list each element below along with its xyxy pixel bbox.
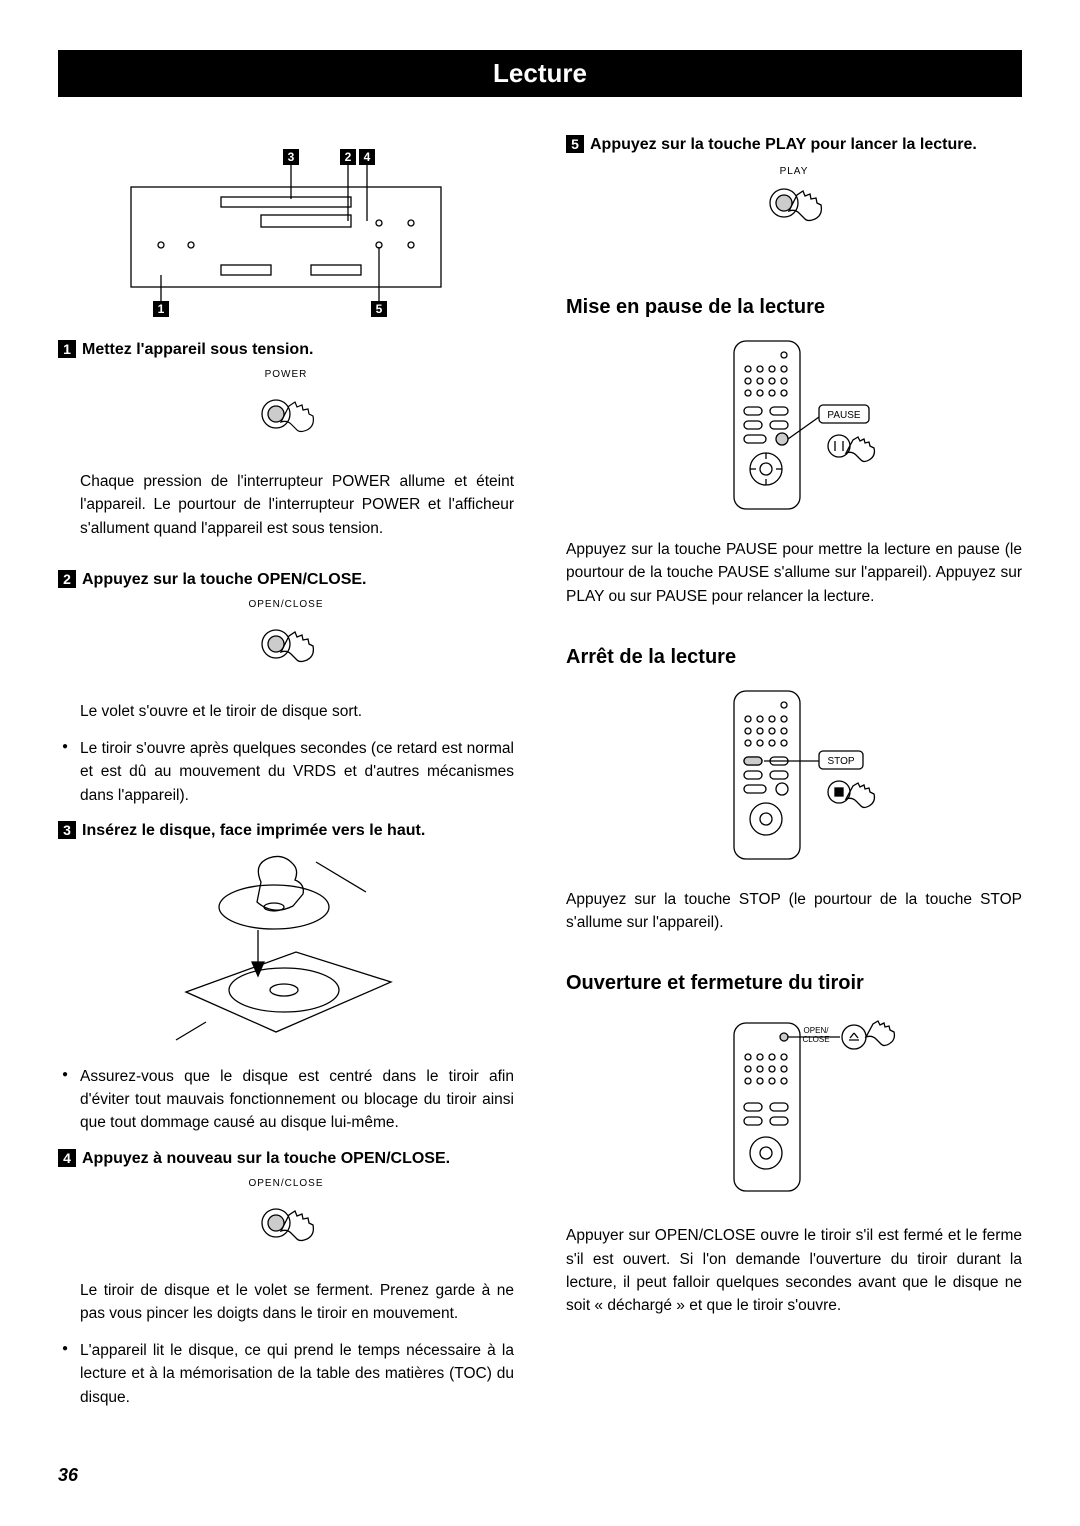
step-2-heading: 2 Appuyez sur la touche OPEN/CLOSE. — [58, 570, 514, 589]
page-title-bar: Lecture — [58, 50, 1022, 97]
svg-text:4: 4 — [364, 150, 371, 164]
step-4-bullet: L'appareil lit le disque, ce qui prend l… — [58, 1339, 514, 1409]
svg-text:PAUSE: PAUSE — [827, 410, 860, 421]
pause-subhead: Mise en pause de la lecture — [566, 296, 1022, 319]
step-2-body: Le volet s'ouvre et le tiroir de disque … — [80, 700, 514, 723]
step-5-heading: 5 Appuyez sur la touche PLAY pour lancer… — [566, 135, 1022, 154]
step-2-bullet: Le tiroir s'ouvre après quelques seconde… — [58, 737, 514, 807]
step-badge: 1 — [58, 340, 76, 358]
device-diagram: 3 2 4 1 5 — [58, 147, 514, 322]
step-badge: 5 — [566, 135, 584, 153]
step-badge: 2 — [58, 570, 76, 588]
svg-text:2: 2 — [345, 150, 352, 164]
step-heading-text: Appuyez sur la touche OPEN/CLOSE. — [82, 571, 367, 589]
insert-disc-figure — [58, 852, 514, 1047]
remote-open-figure: OPEN/ CLOSE — [566, 1011, 1022, 1206]
step-4-heading: 4 Appuyez à nouveau sur la touche OPEN/C… — [58, 1149, 514, 1168]
step-heading-text: Appuyez à nouveau sur la touche OPEN/CLO… — [82, 1150, 450, 1168]
step-heading-text: Insérez le disque, face imprimée vers le… — [82, 822, 425, 840]
svg-text:CLOSE: CLOSE — [802, 1035, 829, 1044]
power-button-figure — [58, 392, 514, 452]
step-badge: 3 — [58, 821, 76, 839]
play-label: PLAY — [566, 166, 1022, 177]
play-button-figure: PLAY — [566, 166, 1022, 244]
step-heading-text: Appuyez sur la touche PLAY pour lancer l… — [590, 136, 977, 154]
svg-text:3: 3 — [288, 150, 295, 164]
stop-body: Appuyez sur la touche STOP (le pourtour … — [566, 888, 1022, 935]
step-1-heading: 1 Mettez l'appareil sous tension. — [58, 340, 514, 359]
svg-text:STOP: STOP — [827, 756, 854, 767]
power-label: POWER — [58, 369, 514, 380]
openclose-figure — [58, 622, 514, 682]
open-body: Appuyer sur OPEN/CLOSE ouvre le tiroir s… — [566, 1224, 1022, 1317]
step-1-body: Chaque pression de l'interrupteur POWER … — [80, 470, 514, 540]
svg-text:1: 1 — [158, 302, 165, 316]
step-badge: 4 — [58, 1149, 76, 1167]
stop-subhead: Arrêt de la lecture — [566, 646, 1022, 669]
remote-stop-figure: STOP — [566, 685, 1022, 870]
page-number: 36 — [58, 1465, 78, 1486]
openclose-label-2: OPEN/CLOSE — [58, 1178, 514, 1189]
right-column: 5 Appuyez sur la touche PLAY pour lancer… — [566, 135, 1022, 1423]
step-3-bullet: Assurez-vous que le disque est centré da… — [58, 1065, 514, 1135]
svg-text:OPEN/: OPEN/ — [804, 1026, 830, 1035]
left-column: 3 2 4 1 5 1 Mettez l'appareil sous tensi… — [58, 135, 514, 1423]
open-subhead: Ouverture et fermeture du tiroir — [566, 972, 1022, 995]
page-title: Lecture — [493, 58, 587, 88]
step-heading-text: Mettez l'appareil sous tension. — [82, 341, 313, 359]
pause-body: Appuyez sur la touche PAUSE pour mettre … — [566, 538, 1022, 608]
remote-pause-figure: PAUSE — [566, 335, 1022, 520]
openclose-figure-2 — [58, 1201, 514, 1261]
svg-text:5: 5 — [376, 302, 383, 316]
step-4-body: Le tiroir de disque et le volet se ferme… — [80, 1279, 514, 1326]
step-3-heading: 3 Insérez le disque, face imprimée vers … — [58, 821, 514, 840]
two-column-layout: 3 2 4 1 5 1 Mettez l'appareil sous tensi… — [58, 135, 1022, 1423]
openclose-label: OPEN/CLOSE — [58, 599, 514, 610]
